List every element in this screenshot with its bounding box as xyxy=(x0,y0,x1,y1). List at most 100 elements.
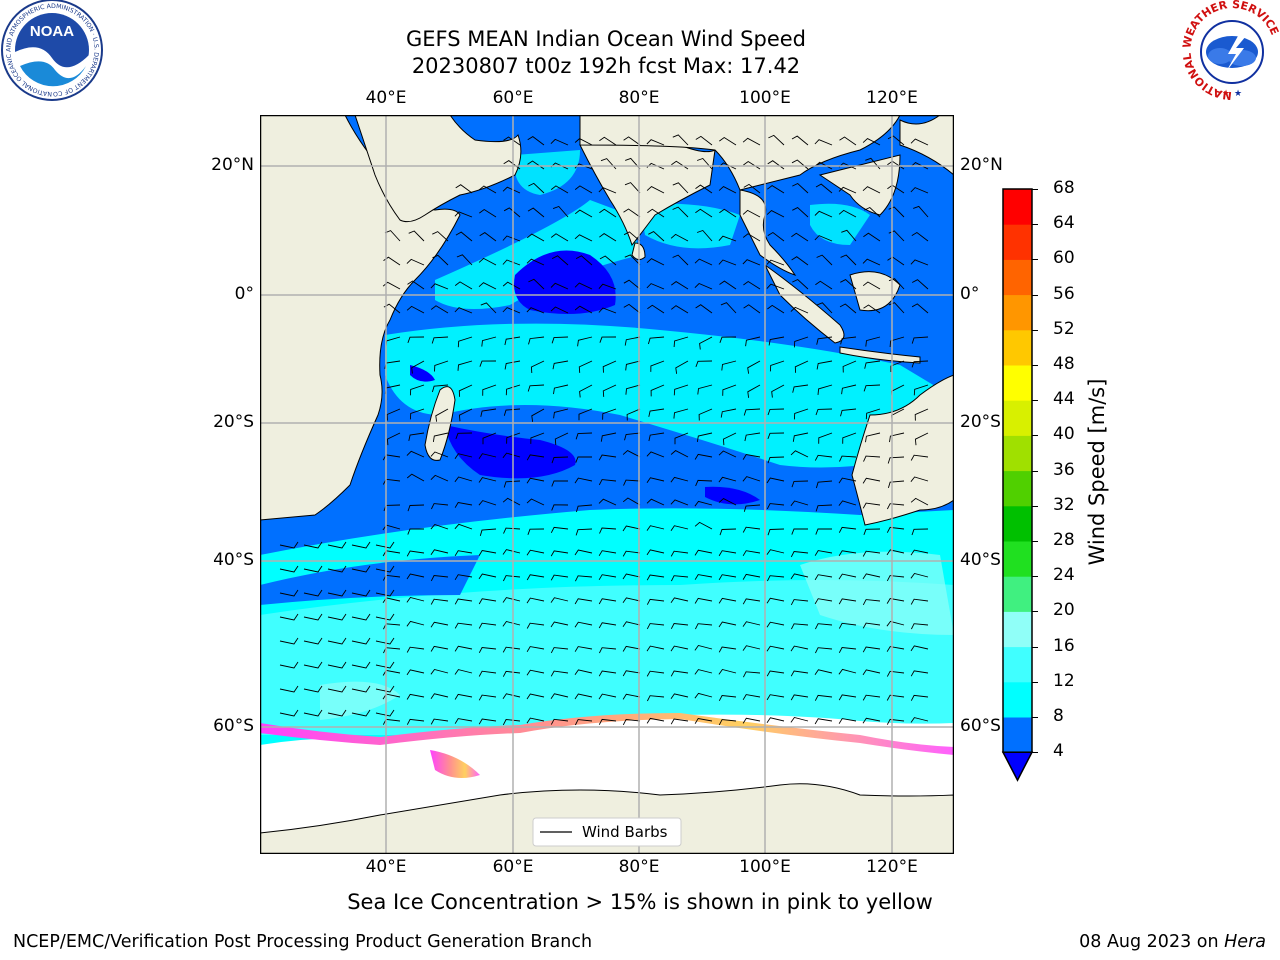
wind-barb xyxy=(863,455,881,462)
wind-barb xyxy=(503,408,521,416)
wind-barb xyxy=(838,647,857,654)
wind-barb xyxy=(790,599,809,606)
wind-barb xyxy=(503,207,521,218)
wind-barb xyxy=(408,230,425,242)
wind-barb xyxy=(790,645,809,652)
wind-barb xyxy=(327,589,347,597)
wind-barb xyxy=(407,528,424,535)
wind-barb xyxy=(431,384,449,393)
wind-barb xyxy=(599,208,617,218)
wind-barb xyxy=(351,709,371,717)
wind-barb xyxy=(791,480,809,488)
colorbar-tick-label: 4 xyxy=(1053,741,1064,762)
sea-ice-band xyxy=(260,713,954,755)
wind-barb xyxy=(574,693,593,700)
wind-barb xyxy=(794,360,809,373)
wind-barb xyxy=(672,206,689,218)
wind-barb xyxy=(622,497,641,506)
wind-barb xyxy=(550,574,569,581)
wind-barb xyxy=(910,549,929,556)
wind-barb xyxy=(454,645,473,652)
wind-barb xyxy=(574,477,593,484)
wind-barb xyxy=(454,622,473,629)
wind-barb xyxy=(551,504,569,511)
graticule xyxy=(260,115,954,854)
wind-barb xyxy=(886,598,905,604)
wind-barb xyxy=(722,384,737,396)
wind-barb xyxy=(550,670,569,677)
wind-barb xyxy=(435,408,449,422)
wind-barb xyxy=(815,408,833,416)
wind-barb xyxy=(622,525,641,532)
wind-barb xyxy=(838,526,857,533)
wind-barb xyxy=(482,384,497,396)
colorbar-tick-label: 60 xyxy=(1053,248,1075,269)
wind-barb xyxy=(747,384,761,398)
wind-barb xyxy=(574,598,593,605)
wind-barb xyxy=(766,549,785,555)
lon-label-top: 120°E xyxy=(866,88,918,108)
wind-band xyxy=(260,555,480,605)
wind-barb xyxy=(504,360,521,370)
wind-band xyxy=(385,323,954,468)
wind-barb xyxy=(646,139,665,146)
wind-barb xyxy=(670,693,689,700)
wind-barb xyxy=(814,235,833,242)
wind-barb xyxy=(574,234,593,242)
wind-barb xyxy=(575,504,593,513)
wind-barb xyxy=(406,473,425,482)
wind-barb xyxy=(670,718,689,725)
wind-band xyxy=(705,486,760,505)
wind-barb xyxy=(694,669,713,675)
wind-barb xyxy=(623,279,641,290)
wind-barb xyxy=(890,360,905,372)
wind-barb xyxy=(792,182,809,194)
wind-barb xyxy=(503,480,521,488)
wind-barb xyxy=(458,408,473,422)
colorbar-tick-label: 48 xyxy=(1053,354,1075,374)
wind-barb xyxy=(458,384,473,397)
wind-barb xyxy=(550,621,569,628)
wind-barb xyxy=(454,693,473,700)
wind-barb xyxy=(864,206,881,218)
wind-band xyxy=(800,551,954,635)
wind-barb xyxy=(411,360,425,374)
wind-barb xyxy=(478,647,497,654)
wind-barb xyxy=(887,480,905,489)
wind-barb xyxy=(721,360,737,371)
wind-barb xyxy=(646,645,665,652)
wind-barb xyxy=(863,384,881,392)
wind-barb xyxy=(646,283,665,290)
wind-barb xyxy=(550,282,569,290)
colorbar-segment xyxy=(1003,646,1032,683)
wind-barb xyxy=(279,709,299,717)
wind-barb xyxy=(670,597,689,604)
footer-host: Hera xyxy=(1224,932,1266,952)
wind-barb xyxy=(602,384,617,397)
wind-barb xyxy=(432,254,449,266)
lon-label-bottom: 40°E xyxy=(365,857,407,877)
wind-barb xyxy=(351,637,371,645)
wind-barb xyxy=(527,207,545,218)
wind-barb xyxy=(670,645,689,652)
wind-barb xyxy=(502,575,521,582)
wind-barbs-layer xyxy=(279,134,929,726)
colorbar-tick-mark xyxy=(1032,329,1038,331)
wind-barb xyxy=(579,384,593,398)
colorbar-segment xyxy=(1003,611,1032,648)
wind-barb xyxy=(646,670,665,677)
wind-barb xyxy=(766,645,785,652)
wind-barb xyxy=(408,432,425,441)
wind-barb xyxy=(814,210,833,218)
wind-barb xyxy=(838,209,857,218)
wind-barb xyxy=(767,408,785,416)
wind-barb xyxy=(602,360,617,373)
wind-barb xyxy=(718,259,737,266)
wind-barb xyxy=(480,408,497,417)
wind-barb xyxy=(862,669,881,676)
wind-barb xyxy=(887,135,905,146)
wind-barb xyxy=(742,645,761,651)
wind-barb xyxy=(599,255,617,266)
wind-barb xyxy=(303,661,323,669)
wind-barb xyxy=(814,598,833,605)
